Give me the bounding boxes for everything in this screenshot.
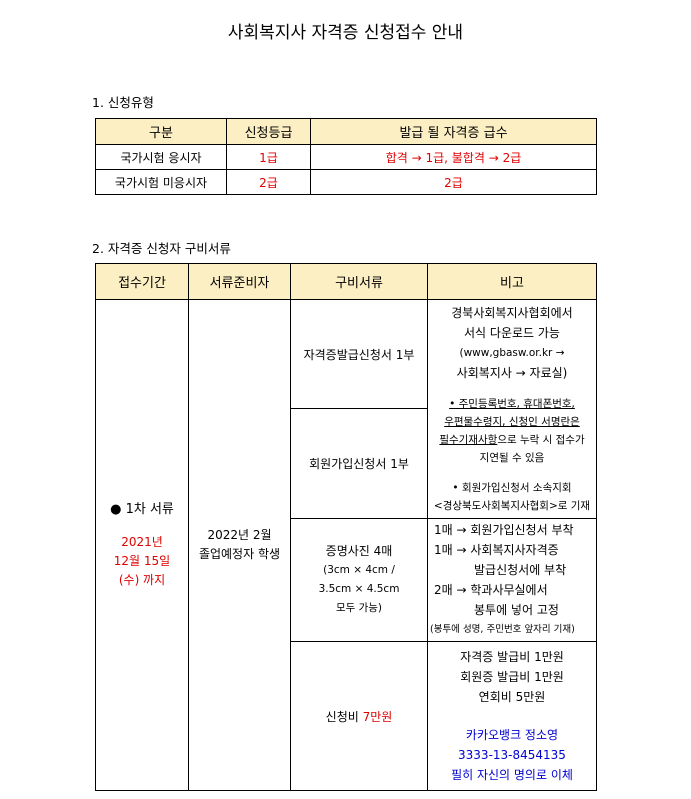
period-label: ● 1차 서류: [110, 502, 174, 517]
note-text: 경북사회복지사협회에서: [451, 306, 573, 320]
type-table: 구분 신청등급 발급 될 자격증 급수 국가시험 응시자 1급 합격 → 1급, 불합격…: [95, 118, 597, 195]
note-text: 연회비 5만원: [478, 690, 546, 704]
doc-cell: 신청비 7만원: [290, 641, 428, 791]
col-header: 서류준비자: [188, 263, 291, 300]
note-text: • 회원가입신청서 소속지회: [452, 482, 572, 494]
note-text: 사회복지사 → 자료실): [456, 366, 568, 380]
doc-text: 모두 가능): [335, 602, 383, 614]
note-text: (봉투에 성명, 주민번호 앞자리 기재): [430, 624, 575, 635]
doc-cell: 회원가입신청서 1부: [290, 408, 428, 519]
cell: 국가시험 미응시자: [95, 169, 227, 195]
note-text: 서식 다운로드 가능: [464, 326, 560, 340]
period-date: 12월 15일: [113, 554, 171, 568]
docs-table: 접수기간 서류준비자 구비서류 비고 ● 1차 서류 2021년 12월 15일 (수) 까…: [95, 263, 597, 791]
fee-amount: 7만원: [362, 709, 393, 724]
table-row: 국가시험 미응시자 2급 2급: [95, 169, 597, 195]
col-header: 구분: [95, 118, 227, 145]
note-text: 으로 누락 시 접수가: [497, 434, 585, 446]
note-text: 1매 → 회원가입신청서 부착: [434, 523, 574, 537]
cell: 국가시험 응시자: [95, 144, 227, 170]
col-header: 구비서류: [290, 263, 428, 300]
doc-cell: 증명사진 4매 (3cm × 4cm / 3.5cm × 4.5cm 모두 가능): [290, 518, 428, 642]
col-header: 접수기간: [95, 263, 189, 300]
account-number: 3333-13-8454135: [458, 748, 566, 762]
doc-text: 신청비: [325, 709, 363, 724]
note-text: 봉투에 넣어 고정: [474, 603, 559, 617]
period-date: 2021년: [121, 535, 163, 549]
note-text: 필히 자신의 명의로 이체: [451, 768, 573, 782]
note-text: 발급신청서에 부착: [474, 563, 567, 577]
table-row: 국가시험 응시자 1급 합격 → 1급, 불합격 → 2급: [95, 144, 597, 170]
preparer-text: 졸업예정자 학생: [198, 547, 281, 561]
cell: 합격 → 1급, 불합격 → 2급: [310, 144, 597, 170]
cell: 2급: [310, 169, 597, 195]
note-text: 필수기재사항: [439, 434, 498, 446]
note-text: 우편물수령지, 신청인 서명란은: [444, 416, 580, 428]
note-text: 회원증 발급비 1만원: [460, 670, 564, 684]
doc-text: 3.5cm × 4.5cm: [318, 583, 400, 595]
section2-heading: 2. 자격증 신청자 구비서류: [92, 241, 231, 256]
preparer-text: 2022년 2월: [207, 528, 272, 542]
cell: 2급: [226, 169, 311, 195]
period-cell: ● 1차 서류 2021년 12월 15일 (수) 까지: [95, 299, 189, 791]
doc-cell: 자격증발급신청서 1부: [290, 299, 428, 409]
note-text: 2매 → 학과사무실에서: [434, 583, 548, 597]
note-text: <경상북도사회복지사협회>로 기재: [433, 500, 591, 512]
period-date: (수) 까지: [118, 573, 166, 587]
cell: 1급: [226, 144, 311, 170]
page-title: 사회복지사 자격증 신청접수 안내: [227, 23, 464, 43]
note-text: 자격증 발급비 1만원: [460, 650, 564, 664]
col-header: 비고: [427, 263, 597, 300]
doc-text: (3cm × 4cm /: [323, 564, 395, 576]
note-text: • 주민등록번호, 휴대폰번호,: [449, 398, 575, 410]
note-text: 1매 → 사회복지사자격증: [434, 543, 559, 557]
note-text: 지연될 수 있음: [479, 452, 545, 464]
bank-name: 카카오뱅크 정소영: [465, 728, 559, 742]
col-header: 신청등급: [226, 118, 311, 145]
note-text: (www,gbasw.or.kr →: [459, 347, 565, 359]
section1-heading: 1. 신청유형: [92, 95, 154, 110]
doc-text: 증명사진 4매: [325, 544, 393, 558]
col-header: 발급 될 자격증 급수: [310, 118, 597, 145]
